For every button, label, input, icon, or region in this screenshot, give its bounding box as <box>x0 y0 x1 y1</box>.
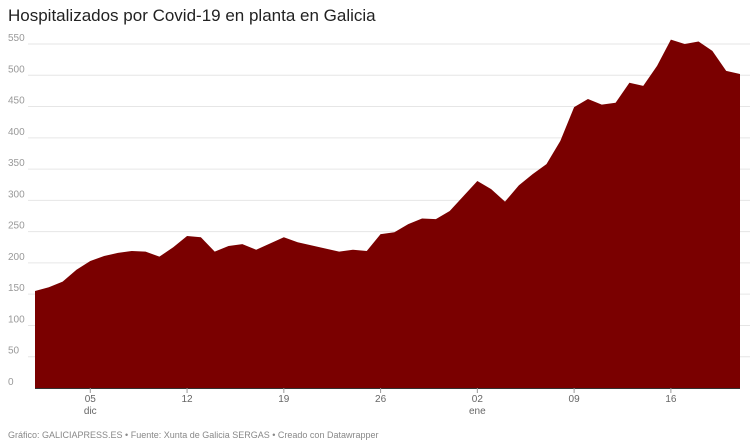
y-tick-label-550: 550 <box>8 33 25 44</box>
y-tick-label-400: 400 <box>8 127 25 138</box>
area-series-path <box>35 39 740 389</box>
y-tick-label-450: 450 <box>8 96 25 107</box>
x-tick-label-02: 02 <box>472 394 484 405</box>
y-tick-label-250: 250 <box>8 221 25 232</box>
x-tick-label-26: 26 <box>375 394 387 405</box>
x-tick-label-16: 16 <box>665 394 677 405</box>
y-tick-label-0: 0 <box>8 377 14 388</box>
x-tick-label-05: 05 <box>85 394 97 405</box>
x-tick-sublabel-ene: ene <box>469 406 486 417</box>
y-tick-label-100: 100 <box>8 314 25 325</box>
chart-footer: Gráfico: GALICIAPRESS.ES • Fuente: Xunta… <box>8 430 379 440</box>
y-tick-label-50: 50 <box>8 346 20 357</box>
chart-title: Hospitalizados por Covid-19 en planta en… <box>8 6 376 25</box>
y-tick-label-300: 300 <box>8 189 25 200</box>
x-tick-label-12: 12 <box>181 394 193 405</box>
y-tick-label-150: 150 <box>8 283 25 294</box>
x-tick-label-19: 19 <box>278 394 290 405</box>
y-tick-label-200: 200 <box>8 252 25 263</box>
y-tick-label-500: 500 <box>8 64 25 75</box>
area-series <box>35 39 740 389</box>
x-tick-sublabel-dic: dic <box>84 406 97 417</box>
y-tick-label-350: 350 <box>8 158 25 169</box>
x-tick-label-09: 09 <box>569 394 581 405</box>
